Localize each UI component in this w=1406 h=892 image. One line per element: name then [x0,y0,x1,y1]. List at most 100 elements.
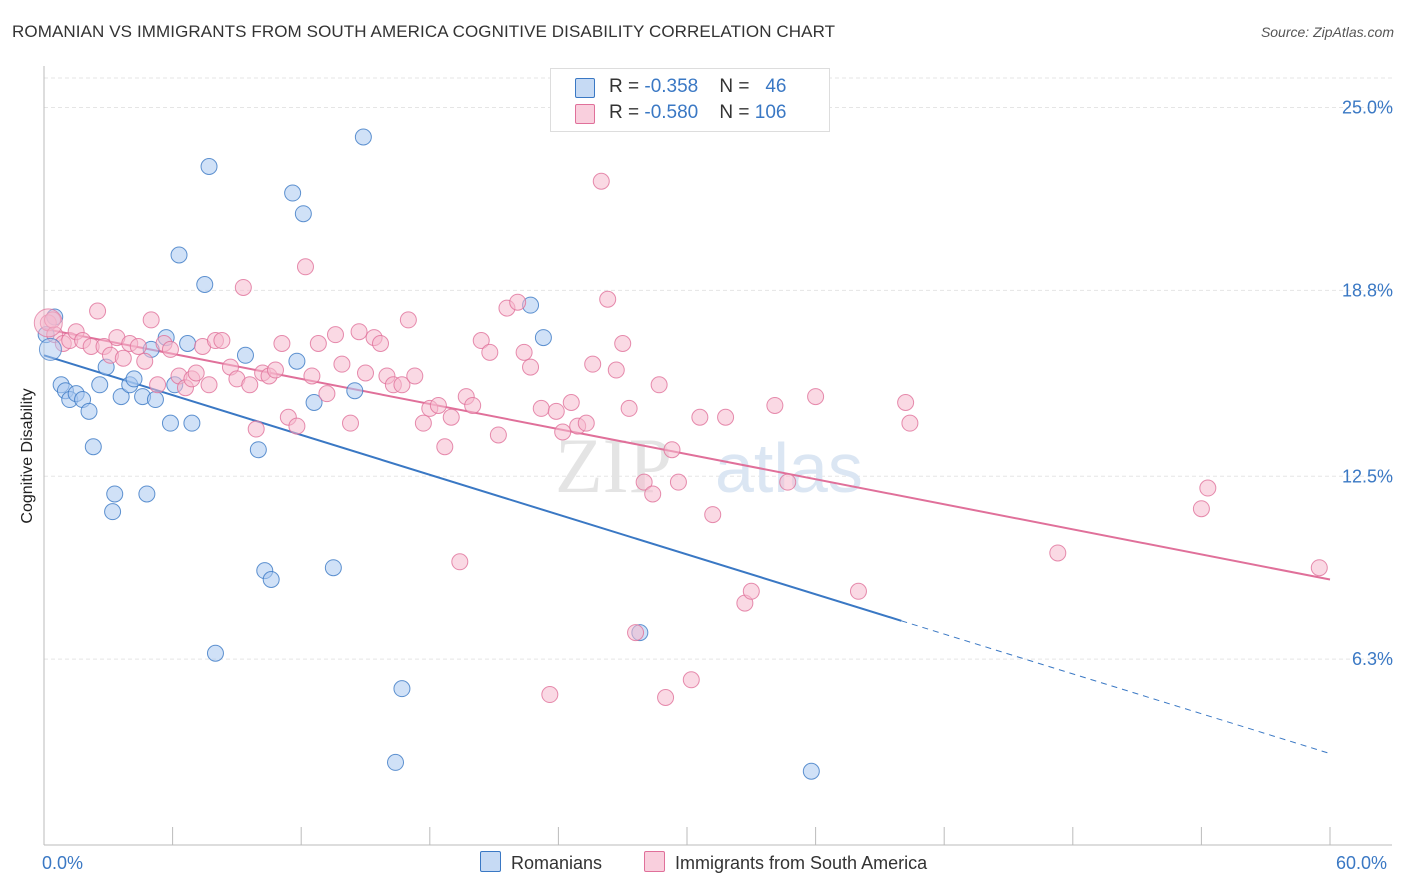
point-immigrants [522,358,540,376]
point-immigrants [592,172,610,190]
point-immigrants [266,361,284,379]
point-romanians [80,402,98,420]
point-immigrants [481,343,499,361]
point-immigrants [357,364,374,382]
point-immigrants [399,311,417,329]
point-immigrants [897,394,915,411]
point-immigrants [414,414,432,432]
point-immigrants [532,399,550,417]
point-immigrants [464,396,482,414]
point-immigrants [318,385,336,403]
point-immigrants [742,582,760,600]
point-immigrants [33,308,63,338]
y-tick-label: 12.5% [1342,466,1393,486]
point-immigrants [704,506,722,524]
point-immigrants [326,326,344,344]
point-romanians [393,680,411,698]
point-immigrants [161,340,179,358]
point-immigrants [541,686,559,704]
point-romanians [206,644,224,662]
point-immigrants [657,689,675,706]
point-romanians [91,376,109,394]
point-romanians [161,414,179,432]
legend-n-label: N = [719,102,755,123]
y-axis-label: Cognitive Disability [19,388,36,524]
chart-title: ROMANIAN VS IMMIGRANTS FROM SOUTH AMERIC… [12,22,836,41]
point-immigrants [333,355,351,373]
point-immigrants [1199,479,1217,497]
point-immigrants [554,423,572,441]
trend-line-romanians [43,354,902,622]
legend-r-value: -0.580 [644,102,699,123]
point-immigrants [901,414,919,432]
point-immigrants [303,367,321,385]
x-tick-min: 0.0% [42,853,84,873]
point-romanians [354,128,372,146]
legend-n-value: 46 [765,76,787,97]
point-immigrants [635,473,653,491]
bottom-legend-label: Immigrants from South America [675,853,928,873]
point-immigrants [669,473,687,491]
point-romanians [249,441,267,459]
legend-swatch-blue [575,78,595,98]
point-romanians [146,391,164,409]
bottom-legend-swatch-pink [644,851,665,872]
point-romanians [346,382,364,400]
point-immigrants [393,376,411,394]
point-immigrants [200,376,218,394]
point-romanians [305,394,323,411]
point-immigrants [766,396,784,414]
point-romanians [196,276,214,293]
point-romanians [284,184,302,202]
legend-swatch-pink [575,104,595,124]
point-immigrants [187,364,205,382]
correlation-legend: R = -0.358 N = 46 R = -0.580 N = 106 [550,68,830,132]
point-romanians [38,337,62,361]
point-immigrants [136,352,154,370]
point-immigrants [599,290,617,308]
point-immigrants [584,355,602,373]
point-immigrants [296,258,314,276]
point-romanians [288,352,306,370]
point-romanians [262,571,280,588]
legend-r-label: R = [609,102,645,123]
point-immigrants [663,441,681,459]
point-immigrants [807,388,825,406]
source-credit: Source: ZipAtlas.com [1260,24,1394,40]
point-immigrants [644,485,662,503]
point-romanians [106,485,124,503]
point-immigrants [247,420,265,438]
watermark-atlas: atlas [715,429,863,507]
point-immigrants [717,408,735,426]
point-immigrants [779,473,797,491]
point-immigrants [129,337,147,355]
legend-n-value: 106 [754,102,787,123]
y-tick-label: 25.0% [1342,98,1393,118]
point-romanians [294,205,312,223]
point-immigrants [234,278,252,296]
bottom-legend-swatch-blue [480,851,501,872]
point-immigrants [406,367,424,385]
legend-r-label: R = [609,76,645,97]
point-immigrants [241,376,259,394]
point-immigrants [547,402,565,420]
legend-r-value: -0.358 [644,76,699,97]
legend-text: R = -0.580 N = 106 [609,102,786,124]
point-immigrants [577,414,595,432]
bottom-legend-immigrants: Immigrants from South America [644,851,927,877]
point-romanians [170,246,188,264]
point-immigrants [614,335,632,352]
legend-text: R = -0.358 N = 46 [609,76,786,98]
point-immigrants [691,408,709,426]
point-immigrants [149,376,167,394]
point-immigrants [509,293,527,311]
point-immigrants [142,311,160,329]
point-immigrants [650,376,668,394]
point-romanians [104,503,122,521]
point-romanians [183,414,201,432]
point-immigrants [682,671,700,689]
point-immigrants [114,349,132,367]
y-tick-label: 6.3% [1352,649,1393,669]
point-immigrants [341,414,359,432]
